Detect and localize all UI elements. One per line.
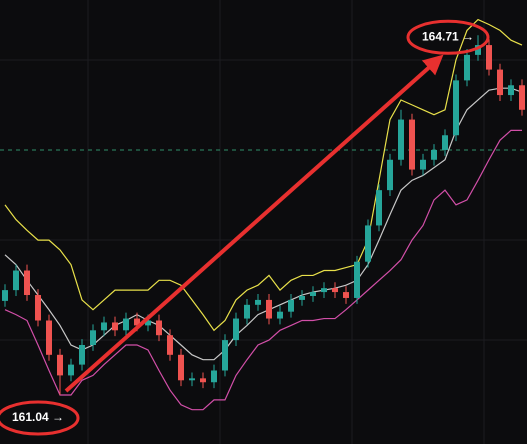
- candle-body: [486, 45, 492, 70]
- candle-body: [35, 295, 41, 321]
- annotation-ellipse: [0, 400, 80, 436]
- candle-body: [46, 320, 52, 355]
- candle-body: [420, 159, 426, 170]
- candle-body: [178, 354, 184, 381]
- candle-body: [354, 261, 360, 298]
- band-line: [4, 129, 522, 411]
- candle-body: [376, 190, 382, 226]
- candle-body: [167, 335, 173, 355]
- candle-body: [222, 340, 228, 371]
- annotation-ellipse: [406, 19, 490, 55]
- candle-body: [332, 288, 338, 293]
- candle-body: [508, 85, 514, 96]
- candle-body: [156, 320, 162, 336]
- candle-body: [90, 330, 96, 346]
- candle-body: [464, 54, 470, 81]
- candle-body: [519, 85, 525, 110]
- candle-body: [13, 270, 19, 291]
- candle-body: [299, 296, 305, 300]
- candle-body: [211, 370, 217, 383]
- candle-body: [112, 322, 118, 331]
- candle-body: [387, 159, 393, 191]
- candle-body: [310, 292, 316, 296]
- candle-body: [288, 299, 294, 312]
- trend-arrow: [64, 54, 444, 393]
- candle-body: [365, 225, 371, 262]
- candle-body: [277, 311, 283, 319]
- candle-body: [79, 345, 85, 365]
- candle-body: [189, 378, 195, 381]
- candle-body: [145, 320, 151, 326]
- candle-body: [101, 322, 107, 331]
- candle-body: [453, 80, 459, 136]
- candle-body: [2, 290, 8, 301]
- candle-body: [134, 318, 140, 326]
- candle-body: [409, 119, 415, 170]
- candle-body: [24, 270, 30, 296]
- annotation-label: 161.04 →: [12, 410, 64, 424]
- annotation-label: 164.71 →: [422, 29, 474, 43]
- candle-body: [233, 318, 239, 341]
- band-line: [4, 87, 523, 361]
- band-line: [4, 18, 523, 332]
- candle-body: [442, 135, 448, 150]
- candle-body: [200, 378, 206, 383]
- candle-body: [255, 299, 261, 305]
- candle-body: [497, 69, 503, 96]
- candle-body: [123, 318, 129, 331]
- candle-body: [57, 354, 63, 376]
- candle-body: [266, 299, 272, 319]
- candle-body: [68, 364, 74, 376]
- candle-body: [431, 149, 437, 160]
- candle-body: [398, 119, 404, 160]
- candle-body: [321, 288, 327, 293]
- candle-body: [343, 292, 349, 298]
- candle-body: [475, 45, 481, 55]
- candle-body: [244, 304, 250, 319]
